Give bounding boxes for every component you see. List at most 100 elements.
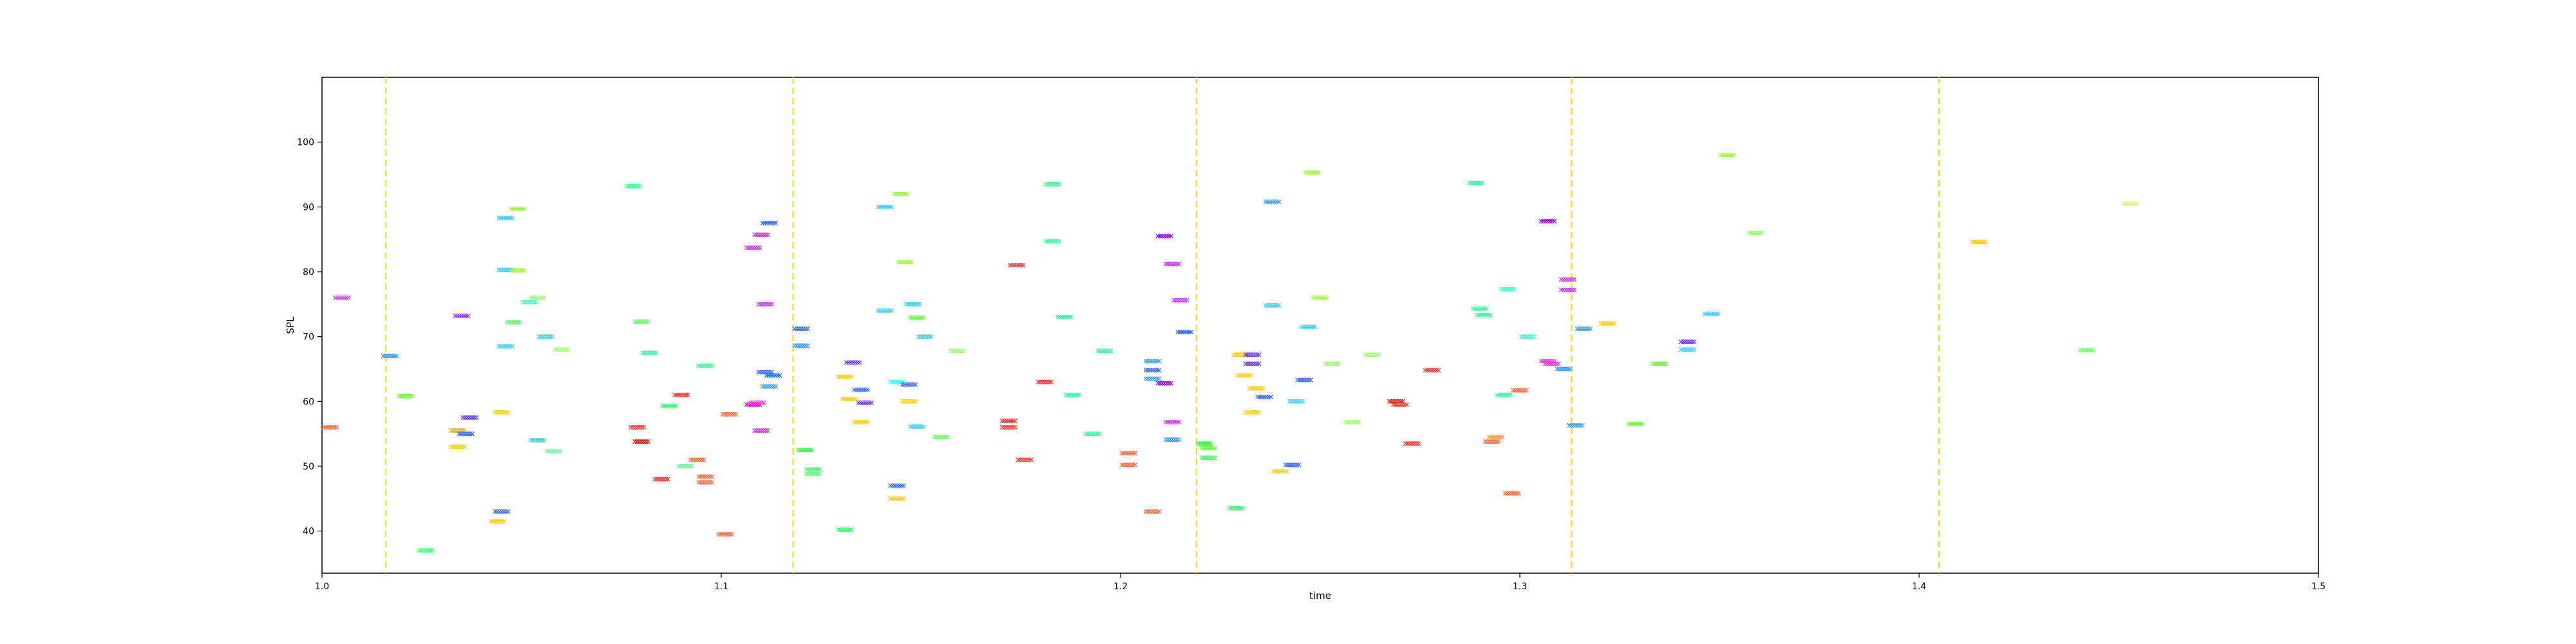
data-point xyxy=(852,419,870,425)
data-point xyxy=(1163,419,1182,425)
data-point xyxy=(900,382,918,387)
data-point xyxy=(1171,298,1189,303)
data-point xyxy=(1243,361,1262,366)
data-point xyxy=(840,396,858,401)
data-point xyxy=(544,449,563,454)
data-point xyxy=(1043,238,1062,244)
data-point xyxy=(1195,441,1214,446)
data-point xyxy=(493,410,511,415)
data-point xyxy=(696,474,715,479)
data-point xyxy=(1575,326,1593,332)
data-point xyxy=(321,424,339,430)
data-point xyxy=(632,439,650,444)
data-point xyxy=(904,301,922,307)
data-point xyxy=(1678,347,1697,352)
data-point xyxy=(764,373,782,378)
data-point xyxy=(460,415,479,421)
x-axis-ticks: 1.0 1.1 1.2 1.3 1.4 1.5 xyxy=(315,573,2325,592)
data-point xyxy=(493,509,511,515)
data-point xyxy=(1299,324,1318,330)
data-point xyxy=(381,354,399,359)
data-point xyxy=(792,343,810,348)
data-point xyxy=(947,348,966,354)
data-point xyxy=(752,232,770,238)
data-point xyxy=(1311,295,1329,300)
x-tick-label: 1.4 xyxy=(1912,582,1926,592)
data-point xyxy=(1243,410,1262,415)
data-point xyxy=(1502,491,1521,496)
data-point xyxy=(688,457,706,462)
x-tick-label: 1.2 xyxy=(1113,582,1128,592)
data-point xyxy=(1143,368,1162,373)
data-point xyxy=(900,399,918,404)
data-point xyxy=(748,400,766,405)
x-axis-label: time xyxy=(1309,590,1331,601)
data-point xyxy=(1486,434,1505,440)
data-point xyxy=(887,496,906,501)
data-point xyxy=(1471,306,1489,311)
data-point xyxy=(1163,261,1182,267)
data-point xyxy=(876,308,895,314)
data-point xyxy=(1482,439,1501,444)
data-point xyxy=(2078,348,2096,353)
data-point xyxy=(497,215,515,221)
data-point xyxy=(932,434,950,440)
data-point xyxy=(1143,359,1162,364)
data-point xyxy=(752,428,770,433)
data-point xyxy=(1263,199,1282,204)
data-point xyxy=(457,431,475,437)
data-point xyxy=(999,418,1018,424)
data-point xyxy=(1243,352,1262,357)
data-point xyxy=(520,299,539,305)
data-point xyxy=(1295,377,1314,383)
data-point xyxy=(792,326,810,332)
data-point xyxy=(1558,287,1577,292)
data-point xyxy=(640,350,659,355)
data-point xyxy=(628,424,647,430)
data-point xyxy=(553,347,571,352)
data-point xyxy=(1323,361,1341,366)
data-point xyxy=(1255,394,1274,399)
data-point xyxy=(852,387,870,392)
data-point xyxy=(1970,240,1988,245)
y-tick-label: 60 xyxy=(303,397,314,407)
data-point xyxy=(1746,230,1765,236)
data-point xyxy=(1403,441,1421,446)
data-point xyxy=(1519,334,1537,339)
plot-frame xyxy=(321,77,2319,574)
data-point xyxy=(1499,287,1517,292)
data-point xyxy=(1235,373,1254,378)
data-point xyxy=(1056,314,1074,320)
data-point xyxy=(1199,455,1218,460)
x-tick-label: 1.3 xyxy=(1513,582,1527,592)
data-point xyxy=(453,313,471,319)
data-point xyxy=(760,220,779,226)
data-point xyxy=(1387,399,1405,404)
data-point xyxy=(2121,201,2140,206)
data-point xyxy=(528,438,547,443)
data-point xyxy=(1391,402,1409,407)
data-point xyxy=(1036,379,1054,384)
data-point xyxy=(907,424,926,430)
data-point xyxy=(916,334,934,339)
data-point xyxy=(1283,462,1302,468)
data-point xyxy=(1175,329,1194,335)
data-point xyxy=(1702,311,1721,317)
data-point xyxy=(999,424,1018,430)
data-point xyxy=(1511,388,1529,393)
data-point xyxy=(1163,437,1182,442)
data-point xyxy=(1083,431,1102,437)
data-point xyxy=(696,480,715,485)
data-point xyxy=(1119,451,1138,456)
data-point xyxy=(1247,386,1265,391)
data-point xyxy=(836,374,855,379)
data-point xyxy=(760,384,779,389)
y-axis-ticks: 40 50 60 70 80 90 100 xyxy=(297,138,322,537)
data-point xyxy=(1007,263,1026,268)
data-point xyxy=(844,360,862,365)
data-point xyxy=(448,428,467,433)
data-point xyxy=(1343,419,1361,425)
data-point xyxy=(804,471,822,477)
data-point xyxy=(417,548,435,553)
